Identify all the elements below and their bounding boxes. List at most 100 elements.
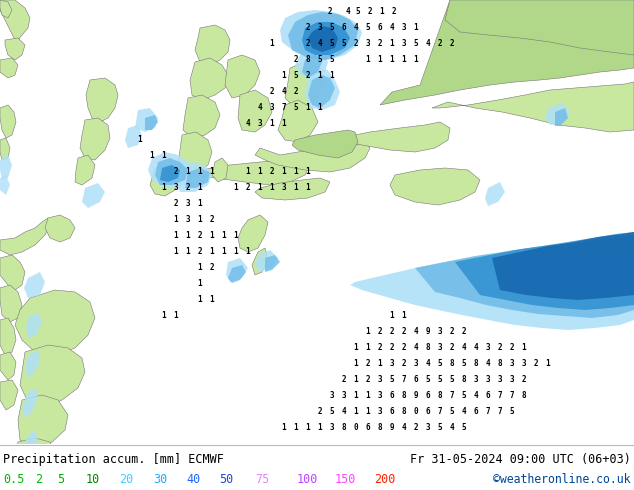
Text: 8: 8 [402,408,406,416]
Polygon shape [415,236,634,318]
Polygon shape [255,142,370,172]
Polygon shape [255,178,330,200]
Text: 2: 2 [269,88,275,97]
Text: 1: 1 [281,168,287,176]
Text: 1: 1 [162,312,166,320]
Polygon shape [175,162,212,192]
Text: 9: 9 [414,392,418,400]
Text: 2: 2 [306,72,310,80]
Text: 3: 3 [437,343,443,352]
Polygon shape [252,248,268,275]
Text: 1: 1 [162,151,166,161]
Text: 1: 1 [318,103,322,113]
Text: 1: 1 [402,312,406,320]
Polygon shape [0,138,10,160]
Text: 5: 5 [330,408,334,416]
Text: 1: 1 [210,295,214,304]
Polygon shape [190,58,228,100]
Text: 7: 7 [281,103,287,113]
Text: 1: 1 [174,216,178,224]
Text: 6: 6 [474,408,478,416]
Polygon shape [285,62,325,108]
Text: 2: 2 [450,40,455,49]
Text: 75: 75 [255,473,269,487]
Polygon shape [80,118,110,160]
Text: 1: 1 [546,360,550,368]
Text: 5: 5 [462,392,467,400]
Text: 5: 5 [57,473,64,487]
Polygon shape [226,258,248,282]
Polygon shape [0,380,18,410]
Text: 1: 1 [246,168,250,176]
Text: 30: 30 [153,473,167,487]
Text: 1: 1 [281,423,287,433]
Text: 5: 5 [330,55,334,65]
Text: 8: 8 [402,392,406,400]
Text: 8: 8 [378,423,382,433]
Text: 2: 2 [450,343,455,352]
Polygon shape [278,100,318,142]
Text: 1: 1 [257,183,262,193]
Polygon shape [0,285,22,322]
Text: 1: 1 [306,103,310,113]
Text: 1: 1 [306,423,310,433]
Text: Fr 31-05-2024 09:00 UTC (06+03): Fr 31-05-2024 09:00 UTC (06+03) [410,453,631,466]
Text: 3: 3 [437,327,443,337]
Polygon shape [0,0,12,18]
Text: 1: 1 [198,264,202,272]
Text: 2: 2 [378,40,382,49]
Polygon shape [24,272,45,298]
Text: 5: 5 [330,24,334,32]
Text: 5: 5 [437,375,443,385]
Polygon shape [0,352,16,380]
Text: 1: 1 [210,168,214,176]
Text: 2: 2 [402,343,406,352]
Text: 2: 2 [368,7,372,17]
Text: 1: 1 [330,72,334,80]
Text: 1: 1 [380,7,384,17]
Polygon shape [22,388,38,418]
Polygon shape [238,90,272,132]
Text: 2: 2 [378,327,382,337]
Text: 1: 1 [294,183,299,193]
Text: 1: 1 [390,312,394,320]
Text: 1: 1 [234,231,238,241]
Text: 1: 1 [354,360,358,368]
Text: 2: 2 [174,199,178,209]
Text: 1: 1 [378,360,382,368]
Polygon shape [225,55,260,98]
Text: 3: 3 [318,24,322,32]
Text: 10: 10 [86,473,100,487]
Text: 5: 5 [450,408,455,416]
Text: 6: 6 [390,408,394,416]
Text: 6: 6 [486,392,490,400]
Text: 3: 3 [281,183,287,193]
Polygon shape [75,155,95,185]
Polygon shape [14,438,58,480]
Text: 1: 1 [318,72,322,80]
Text: 100: 100 [297,473,318,487]
Text: 4: 4 [414,343,418,352]
Text: 7: 7 [450,392,455,400]
Polygon shape [135,108,158,132]
Text: 4: 4 [414,327,418,337]
Text: 2: 2 [402,360,406,368]
Text: 1: 1 [294,168,299,176]
Text: 20: 20 [119,473,133,487]
Text: 2: 2 [198,247,202,256]
Text: 0: 0 [354,423,358,433]
Polygon shape [185,168,210,188]
Text: 5: 5 [462,360,467,368]
Text: 6: 6 [366,423,370,433]
Text: 4: 4 [462,408,467,416]
Text: 8: 8 [522,392,526,400]
Text: 1: 1 [138,136,142,145]
Text: 1: 1 [257,168,262,176]
Polygon shape [145,115,158,130]
Polygon shape [26,312,42,338]
Text: 0: 0 [414,408,418,416]
Text: 3: 3 [378,375,382,385]
Polygon shape [86,78,118,122]
Text: 1: 1 [198,295,202,304]
Text: 1: 1 [281,72,287,80]
